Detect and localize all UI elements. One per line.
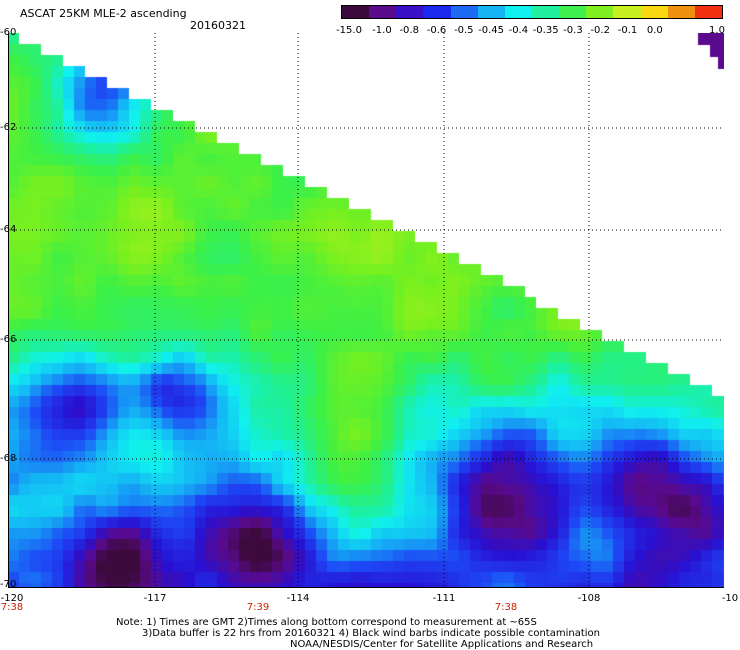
colorbar-segment — [667, 6, 695, 18]
colorbar-segment — [531, 6, 560, 18]
note-line-3: NOAA/NESDIS/Center for Satellite Applica… — [290, 639, 594, 650]
colorbar-segment — [504, 6, 532, 18]
colorbar-tick-label: -1.0 — [372, 25, 392, 36]
time-label: 7:39 — [246, 602, 270, 613]
lon-label-111: -111 — [432, 593, 456, 604]
scatterometer-map — [8, 33, 724, 588]
colorbar-segment — [586, 6, 614, 18]
lon-label-105: -10 — [721, 593, 739, 604]
colorbar-tick-label: 0.0 — [646, 25, 663, 36]
colorbar-tick-label: -0.2 — [590, 25, 610, 36]
colorbar-segment — [396, 6, 424, 18]
map-date: 20160321 — [190, 19, 246, 32]
lat-label-66: -66 — [0, 334, 17, 345]
colorbar — [341, 5, 723, 19]
colorbar-tick-label: -15.0 — [336, 25, 362, 36]
lat-label-62: -62 — [0, 122, 17, 133]
colorbar-segment — [477, 6, 505, 18]
lat-label-64: -64 — [0, 224, 17, 235]
colorbar-tick-label: -0.8 — [399, 25, 419, 36]
lat-label-70: -70 — [0, 579, 17, 590]
note-line-2: 3)Data buffer is 22 hrs from 20160321 4)… — [142, 628, 600, 639]
time-label: 7:38 — [494, 602, 518, 613]
colorbar-segment — [450, 6, 478, 18]
colorbar-tick-label: -0.35 — [532, 25, 559, 36]
colorbar-segment — [640, 6, 668, 18]
colorbar-segment — [423, 6, 451, 18]
colorbar-segment — [342, 6, 370, 18]
lon-label-117: -117 — [143, 593, 167, 604]
time-label: 7:38 — [0, 602, 24, 613]
colorbar-segment — [559, 6, 587, 18]
colorbar-tick-label: -0.1 — [617, 25, 638, 36]
colorbar-tick-label: -0.4 — [508, 25, 529, 36]
colorbar-segment — [613, 6, 641, 18]
lon-label-120: -120 — [0, 593, 24, 604]
colorbar-tick-label: -0.6 — [426, 25, 447, 36]
colorbar-tick-label: 1.0 — [709, 25, 725, 36]
colorbar-tick-label: -0.5 — [454, 25, 474, 36]
lat-label-68: -68 — [0, 453, 17, 464]
map-title: ASCAT 25KM MLE-2 ascending — [20, 7, 187, 20]
colorbar-tick-label: -0.45 — [478, 25, 504, 36]
colorbar-tick-label: -0.3 — [563, 25, 583, 36]
lat-label-60: -60 — [0, 27, 17, 38]
lon-label-108: -108 — [577, 593, 601, 604]
colorbar-segment — [369, 6, 397, 18]
note-line-1: Note: 1) Times are GMT 2)Times along bot… — [116, 617, 537, 628]
lon-label-114: -114 — [286, 593, 310, 604]
colorbar-segment — [694, 6, 722, 18]
